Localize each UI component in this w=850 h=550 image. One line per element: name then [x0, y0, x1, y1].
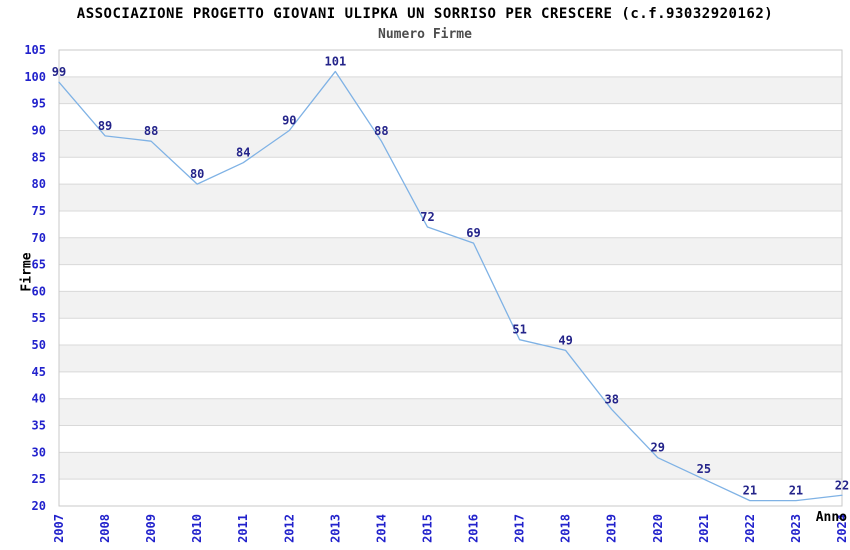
point-label: 69: [466, 226, 480, 240]
y-tick-label: 45: [32, 365, 46, 379]
y-tick-label: 35: [32, 419, 46, 433]
y-tick-label: 25: [32, 472, 46, 486]
point-label: 99: [52, 65, 66, 79]
point-label: 25: [697, 462, 711, 476]
y-tick-label: 75: [32, 204, 46, 218]
plot-band: [59, 130, 842, 158]
point-label: 21: [789, 484, 803, 498]
y-tick-label: 90: [32, 123, 46, 137]
point-label: 88: [374, 124, 388, 138]
point-label: 51: [512, 323, 526, 337]
plot-band: [59, 398, 842, 426]
y-tick-label: 65: [32, 258, 46, 272]
chart-title: ASSOCIAZIONE PROGETTO GIOVANI ULIPKA UN …: [76, 6, 774, 22]
x-tick-label: 2018: [559, 514, 573, 543]
point-label: 80: [190, 167, 204, 181]
x-tick-label: 2011: [236, 514, 250, 543]
x-tick-label: 2015: [420, 514, 434, 543]
x-tick-label: 2007: [52, 514, 66, 543]
point-label: 49: [558, 333, 572, 347]
point-label: 89: [98, 119, 112, 133]
y-tick-label: 30: [32, 445, 46, 459]
y-axis-title: Firme: [19, 252, 35, 292]
plot-band: [59, 184, 842, 211]
x-tick-label: 2010: [190, 514, 204, 543]
point-label: 38: [604, 392, 618, 406]
x-tick-label: 2009: [144, 514, 158, 543]
x-tick-label: 2022: [743, 514, 757, 543]
point-label: 29: [651, 441, 665, 455]
plot-band: [59, 291, 842, 319]
y-tick-label: 100: [24, 70, 46, 84]
x-tick-label: 2017: [513, 514, 527, 543]
chart-subtitle: Numero Firme: [378, 27, 472, 42]
y-tick-label: 70: [32, 231, 46, 245]
y-tick-label: 85: [32, 150, 46, 164]
x-tick-label: 2013: [328, 514, 342, 543]
point-label: 21: [743, 484, 757, 498]
x-tick-label: 2024: [835, 514, 849, 543]
plot-band: [59, 237, 842, 265]
x-tick-label: 2019: [605, 514, 619, 543]
x-tick-label: 2008: [98, 514, 112, 543]
plot-band: [59, 452, 842, 480]
series-line: [58, 70, 843, 502]
point-label: 88: [144, 124, 158, 138]
y-tick-label: 40: [32, 392, 46, 406]
plot-band: [59, 76, 842, 104]
y-tick-label: 20: [32, 499, 46, 513]
point-label: 72: [420, 210, 434, 224]
x-axis-title: Anno: [815, 510, 847, 525]
y-tick-label: 50: [32, 338, 46, 352]
y-tick-label: 105: [24, 43, 46, 57]
point-label: 84: [236, 146, 250, 160]
point-label: 101: [325, 54, 347, 68]
y-tick-label: 80: [32, 177, 46, 191]
point-label: 22: [835, 478, 849, 492]
x-tick-label: 2021: [697, 514, 711, 543]
plot-band: [59, 345, 842, 372]
x-tick-label: 2016: [467, 514, 481, 543]
x-tick-label: 2012: [282, 514, 296, 543]
x-tick-label: 2023: [789, 514, 803, 543]
point-label: 90: [282, 113, 296, 127]
x-tick-label: 2014: [374, 514, 388, 543]
plot-border: [58, 49, 843, 507]
y-tick-label: 60: [32, 284, 46, 298]
y-tick-label: 55: [32, 311, 46, 325]
x-tick-label: 2020: [651, 514, 665, 543]
y-tick-label: 95: [32, 97, 46, 111]
